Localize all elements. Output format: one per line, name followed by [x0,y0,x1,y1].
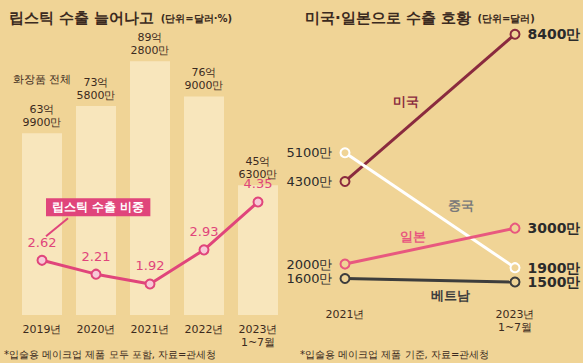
svg-text:9000만: 9000만 [185,79,224,92]
svg-text:2023년: 2023년 [496,308,535,321]
svg-text:89억: 89억 [138,31,163,44]
svg-text:(단위=달러·%): (단위=달러·%) [161,13,232,24]
svg-text:1900만: 1900만 [527,259,581,276]
svg-text:미국: 미국 [393,94,419,109]
svg-text:중국: 중국 [448,198,474,213]
svg-text:2019년: 2019년 [23,323,62,336]
svg-text:2023년: 2023년 [239,323,278,336]
svg-text:2021년: 2021년 [326,308,365,321]
svg-text:2.21: 2.21 [82,249,111,264]
svg-text:1~7월: 1~7월 [498,321,532,334]
svg-text:45억: 45억 [246,155,271,168]
svg-text:2.93: 2.93 [190,224,219,239]
svg-text:2.62: 2.62 [28,235,57,250]
svg-text:63억: 63억 [30,103,55,116]
svg-text:9900만: 9900만 [23,116,62,129]
svg-text:76억: 76억 [192,66,217,79]
svg-text:2021년: 2021년 [131,323,170,336]
svg-text:립스틱 수출 비중: 립스틱 수출 비중 [52,200,144,214]
svg-text:2020년: 2020년 [77,323,116,336]
svg-text:5800만: 5800만 [77,89,116,102]
svg-text:1~7월: 1~7월 [241,336,275,349]
svg-text:2800만: 2800만 [131,44,170,57]
svg-text:1600만: 1600만 [286,271,332,286]
svg-text:2000만: 2000만 [286,257,332,272]
svg-text:일본: 일본 [400,229,426,244]
svg-text:5100만: 5100만 [286,145,332,160]
svg-text:베트남: 베트남 [431,288,470,303]
svg-text:립스틱 수출 늘어나고: 립스틱 수출 늘어나고 [9,9,154,27]
svg-text:화장품 전체: 화장품 전체 [13,73,72,86]
svg-text:8400만: 8400만 [528,26,581,42]
svg-text:1.92: 1.92 [136,258,165,273]
svg-text:4.35: 4.35 [244,176,273,191]
svg-text:(단위=달러): (단위=달러) [477,13,535,24]
svg-text:1500만: 1500만 [528,274,581,290]
svg-text:미국·일본으로 수출 호황: 미국·일본으로 수출 호황 [305,9,471,27]
svg-text:4300만: 4300만 [286,174,332,189]
svg-text:6300만: 6300만 [238,168,278,182]
svg-text:*입술용 메이크업 제품 기준, 자료=관세청: *입술용 메이크업 제품 기준, 자료=관세청 [300,349,489,360]
svg-text:73억: 73억 [84,76,109,89]
svg-text:3000만: 3000만 [528,220,581,236]
svg-text:*입술용 메이크업 제품 모두 포함, 자료=관세청: *입술용 메이크업 제품 모두 포함, 자료=관세청 [4,349,216,360]
svg-text:2022년: 2022년 [185,323,224,336]
